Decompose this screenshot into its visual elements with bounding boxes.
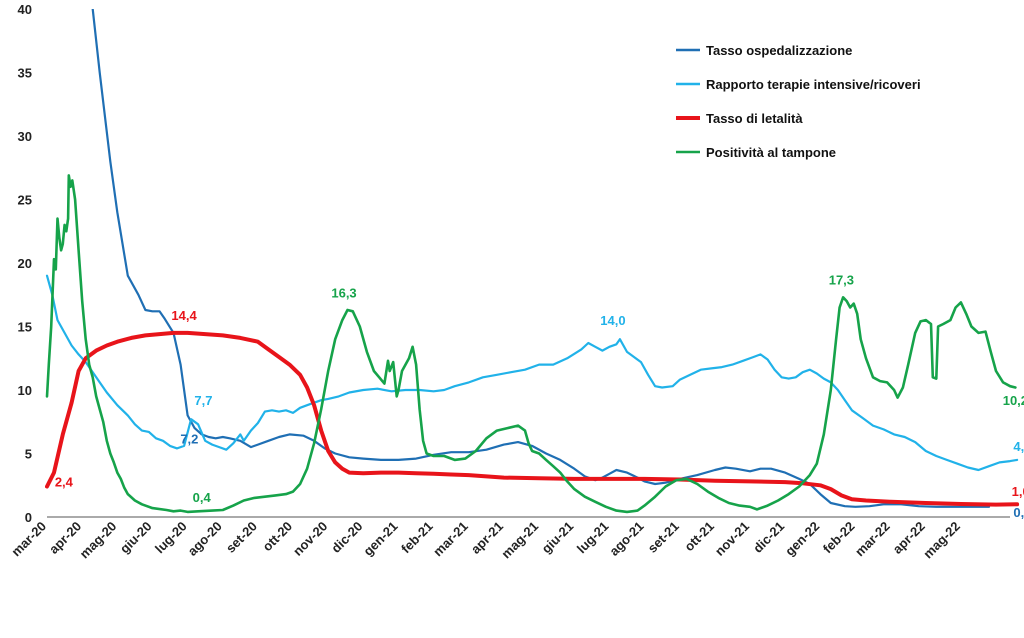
data-label: 7,7 [194,393,212,408]
data-label: 7,2 [180,431,198,446]
data-label: 16,3 [331,285,356,300]
legend: Tasso ospedalizzazione Rapporto terapie i… [676,43,921,160]
y-axis-ticks: 0 5 10 15 20 25 30 35 40 [18,2,32,525]
data-label: 14,0 [600,313,625,328]
y-tick-label: 35 [18,66,32,81]
y-tick-label: 20 [18,256,32,271]
x-tick-label: giu-21 [539,519,577,557]
y-tick-label: 0 [25,510,32,525]
series-line-1 [45,274,1019,472]
data-label: 4,5 [1013,439,1024,454]
x-tick-label: feb-21 [398,519,436,557]
y-tick-label: 5 [25,447,32,462]
series-line-2 [45,330,1020,507]
x-tick-label: ago-21 [606,519,646,559]
data-label: 14,4 [171,308,197,323]
data-label: 0,4 [193,490,212,505]
data-label: 0,8 [1013,505,1024,520]
x-tick-label: mar-21 [430,519,471,560]
legend-label: Tasso di letalità [706,111,803,126]
y-tick-label: 30 [18,129,32,144]
x-tick-label: ago-20 [185,519,225,559]
x-tick-label: mar-22 [852,519,893,560]
series-lines [45,9,1020,514]
x-tick-label: gen-22 [782,519,822,559]
x-tick-label: gen-21 [360,519,400,559]
data-label: 17,3 [829,273,854,288]
data-label: 2,4 [55,475,74,490]
y-tick-label: 25 [18,193,32,208]
x-tick-label: giu-20 [117,519,155,557]
x-tick-label: lug-20 [152,519,190,557]
x-tick-label: mag-20 [77,519,120,562]
x-tick-label: mag-21 [498,519,541,562]
x-tick-label: nov-20 [290,519,330,559]
x-tick-label: mag-22 [920,519,963,562]
series-line-0 [91,9,991,508]
x-tick-label: set-21 [645,519,682,556]
x-tick-label: feb-22 [820,519,858,557]
x-tick-label: dic-20 [328,519,365,556]
x-tick-label: nov-21 [712,519,752,559]
y-tick-label: 40 [18,2,32,17]
legend-label: Positività al tampone [706,145,836,160]
series-line-3 [45,174,1017,514]
x-axis-ticks: mar-20apr-20mag-20giu-20lug-20ago-20set-… [8,519,963,562]
data-label: 10,2 [1003,393,1024,408]
y-tick-label: 10 [18,383,32,398]
x-tick-label: dic-21 [750,519,787,556]
legend-label: Rapporto terapie intensive/ricoveri [706,77,921,92]
x-tick-label: set-20 [223,519,260,556]
x-tick-label: lug-21 [574,519,612,557]
legend-label: Tasso ospedalizzazione [706,43,852,58]
data-label: 1,0 [1012,484,1024,499]
data-labels: 2,4 14,4 1,0 7,7 14,0 4,5 7,2 0,8 0,4 16,3 17,3 10,… [55,273,1024,520]
y-tick-label: 15 [18,320,32,335]
